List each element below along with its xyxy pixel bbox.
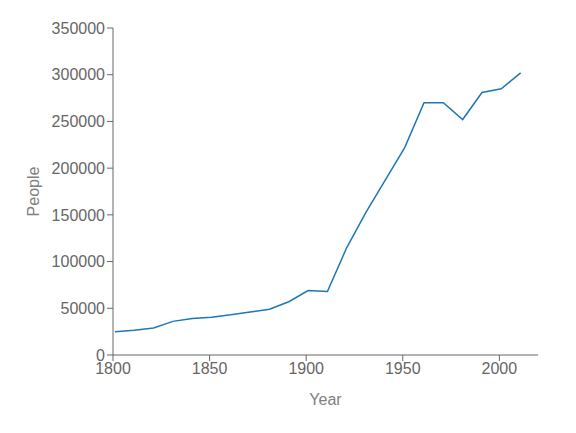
svg-text:50000: 50000 (61, 300, 106, 317)
svg-text:350000: 350000 (52, 20, 105, 37)
svg-text:Year: Year (309, 391, 342, 408)
svg-text:1900: 1900 (288, 360, 324, 377)
svg-text:0: 0 (96, 347, 105, 364)
svg-text:250000: 250000 (52, 113, 105, 130)
svg-text:2000: 2000 (482, 360, 518, 377)
svg-text:300000: 300000 (52, 66, 105, 83)
svg-text:150000: 150000 (52, 207, 105, 224)
svg-text:200000: 200000 (52, 160, 105, 177)
svg-text:1950: 1950 (385, 360, 421, 377)
svg-text:1850: 1850 (192, 360, 228, 377)
svg-text:1800: 1800 (95, 360, 131, 378)
svg-text:100000: 100000 (52, 253, 105, 270)
svg-text:People: People (25, 166, 42, 216)
